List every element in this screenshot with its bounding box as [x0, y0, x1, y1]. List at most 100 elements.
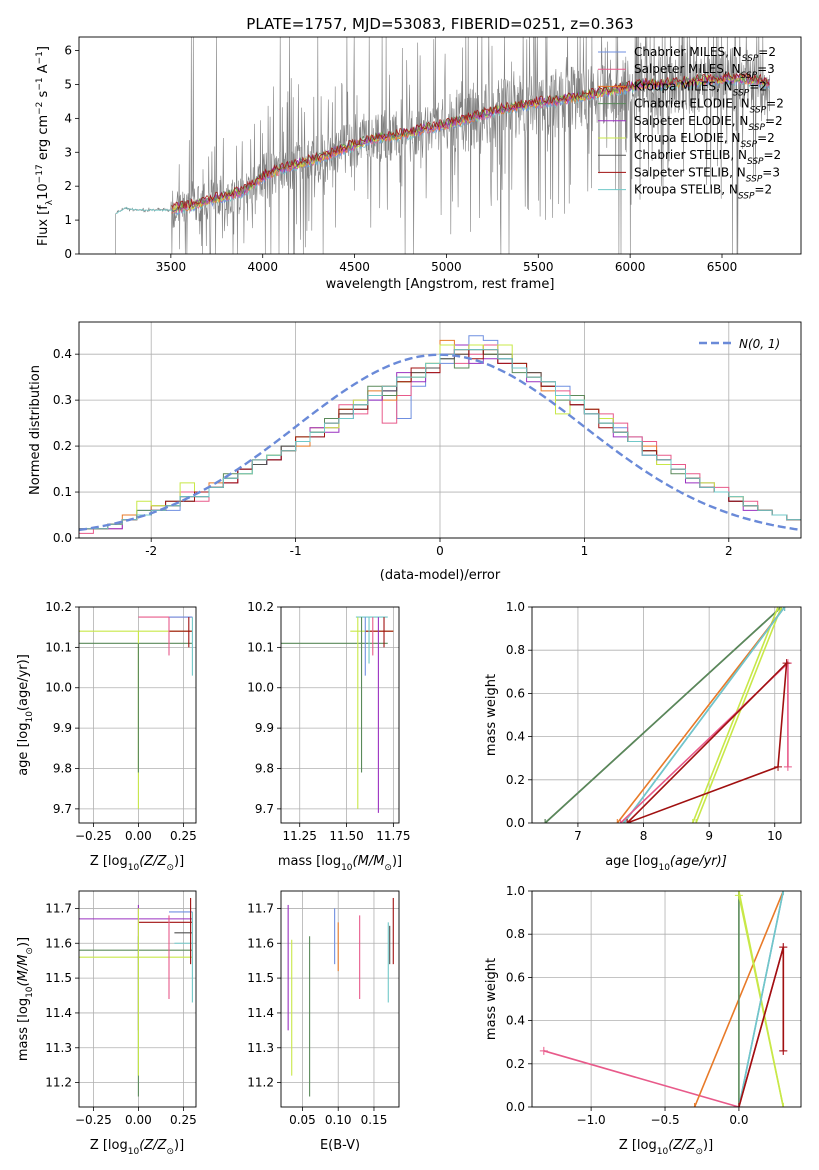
- massweight-line-salpeter_stelib: [626, 661, 788, 823]
- x-axis-label-part: 10: [657, 1147, 669, 1157]
- massweight-line-kroupa_stelib: [738, 891, 785, 1107]
- y-axis-label: mass weight: [484, 674, 499, 756]
- y-tick-label: 10.0: [247, 681, 274, 695]
- y-tick-label: 11.2: [247, 1076, 274, 1090]
- y-tick-label: 10.2: [247, 600, 274, 614]
- y-tick-label: 0.1: [53, 485, 72, 499]
- x-tick-label: 0.25: [170, 1113, 197, 1127]
- y-axis-label-part: ]: [36, 46, 51, 51]
- legend-label-part: =2: [758, 45, 776, 59]
- legend-label-part: Chabrier ELODIE, N: [634, 97, 750, 111]
- y-axis-label-part: A: [36, 64, 51, 77]
- x-axis-label-part: )]: [174, 1138, 184, 1153]
- figure-title: PLATE=1757, MJD=53083, FIBERID=0251, z=0…: [246, 15, 633, 33]
- data-point-marker: [782, 659, 791, 668]
- y-axis-label-part: −2: [35, 102, 45, 115]
- legend-label: Salpeter STELIB, NSSP=3: [634, 165, 780, 184]
- x-axis-label-part: (Z/Z: [139, 854, 167, 869]
- y-tick-label: 10.0: [45, 681, 72, 695]
- x-tick-label: 0.15: [361, 1113, 388, 1127]
- massweight-vs-metallicity-panel: −1.0 −0.5 0.0 0.0 0.2 0.4 0.6 0.8 1.0 Z [log10(Z/…: [484, 884, 802, 1157]
- x-axis-label-part: ⊙: [384, 863, 392, 873]
- legend-label-part: SSP: [748, 123, 765, 133]
- y-axis-label-part: (M/M: [16, 955, 31, 987]
- massweight-line-salpeter_miles: [543, 946, 785, 1107]
- y-tick-label: 0.0: [506, 816, 525, 830]
- massweight-line-kroupa_elodie: [695, 607, 783, 823]
- plot-area: [79, 616, 193, 809]
- legend-label-part: SSP: [741, 71, 758, 81]
- x-axis-label: Z [log10(Z/Z⊙)]: [90, 854, 184, 873]
- spectrum-data-line: [115, 37, 770, 254]
- data-point-marker: [623, 819, 632, 823]
- data-point-marker: [690, 1103, 699, 1107]
- y-tick-label: 0.2: [506, 1057, 525, 1071]
- x-axis-label: age [log10(age/yr)]: [605, 854, 727, 873]
- y-tick-label: 10.1: [247, 640, 274, 654]
- axes-frame: [78, 890, 197, 1108]
- y-tick-label: 1: [64, 213, 72, 227]
- y-tick-label: 0.3: [53, 393, 72, 407]
- data-point-marker: [777, 607, 786, 611]
- x-tick-label: 10: [767, 829, 782, 843]
- x-tick-label: 0.00: [125, 1113, 152, 1127]
- legend-label-part: SSP: [733, 88, 750, 98]
- x-tick-label: -1: [290, 544, 302, 558]
- legend-label: N(0, 1): [739, 337, 780, 351]
- legend-label: Kroupa ELODIE, NSSP=2: [634, 131, 775, 150]
- y-axis-label-part: age [log: [16, 723, 31, 776]
- y-tick-label: 11.6: [45, 936, 72, 950]
- massweight-line-kroupa_miles: [616, 607, 786, 823]
- x-tick-label: 6500: [707, 260, 738, 274]
- y-tick-label: 0.8: [506, 927, 525, 941]
- legend-label-part: Chabrier MILES, N: [634, 45, 742, 59]
- legend-label-part: Salpeter MILES, N: [634, 62, 741, 76]
- legend-label: Chabrier STELIB, NSSP=2: [634, 148, 781, 167]
- x-axis-label-part: Z [log: [90, 1138, 128, 1153]
- y-axis-label: Flux [fλ10−17 erg cm−2 s−1 A−1]: [35, 46, 55, 246]
- data-point-marker: [616, 819, 625, 823]
- x-tick-label: 0.0: [729, 1113, 748, 1127]
- x-tick-label: 0.00: [125, 829, 152, 843]
- axes-frame: [78, 321, 802, 539]
- x-axis-label-part: )]: [392, 854, 402, 869]
- data-point-marker: [779, 1103, 788, 1107]
- y-tick-label: 5: [64, 77, 72, 91]
- x-tick-label: 0.10: [325, 1113, 352, 1127]
- y-axis-label-part: s: [36, 90, 51, 101]
- y-tick-label: 11.5: [247, 971, 274, 985]
- x-tick-label: −0.25: [75, 829, 112, 843]
- x-axis-label-part: mass [log: [278, 854, 341, 869]
- data-point-marker: [734, 891, 743, 900]
- y-axis-label-part: )]: [16, 937, 31, 947]
- legend-label-part: SSP: [742, 54, 759, 64]
- legend-label-part: =2: [757, 131, 775, 145]
- y-tick-label: 1.0: [506, 600, 525, 614]
- legend-label-part: =2: [766, 97, 784, 111]
- legend-label-part: =2: [749, 79, 767, 93]
- y-tick-label: 3: [64, 145, 72, 159]
- axes-frame: [280, 890, 400, 1108]
- x-axis-label: (data-model)/error: [380, 568, 501, 583]
- gaussian-curve: [79, 353, 801, 532]
- data-point-marker: [774, 762, 783, 771]
- plot-area: [115, 37, 770, 254]
- y-axis-label: mass weight: [484, 958, 499, 1040]
- legend-label-part: Salpeter STELIB, N: [634, 165, 746, 179]
- legend-label-part: SSP: [746, 174, 763, 184]
- x-tick-label: 11.50: [329, 829, 363, 843]
- y-axis-label: mass [log10(M/M⊙)]: [16, 937, 35, 1061]
- x-axis-label-part: Z [log: [619, 1138, 657, 1153]
- x-axis-label-part: 10: [658, 863, 670, 873]
- y-tick-label: 0.4: [53, 347, 72, 361]
- massweight-line-chabrier_elodie: [544, 607, 782, 823]
- plot-area: [79, 335, 801, 534]
- data-point-marker: [541, 819, 550, 823]
- data-point-marker: [774, 607, 783, 611]
- plot-area: [539, 891, 788, 1107]
- y-axis-label-part: mass [log: [16, 998, 31, 1061]
- y-tick-label: 11.3: [45, 1041, 72, 1055]
- y-axis-label-part: 10: [25, 986, 35, 998]
- x-axis-label-part: )]: [703, 1138, 713, 1153]
